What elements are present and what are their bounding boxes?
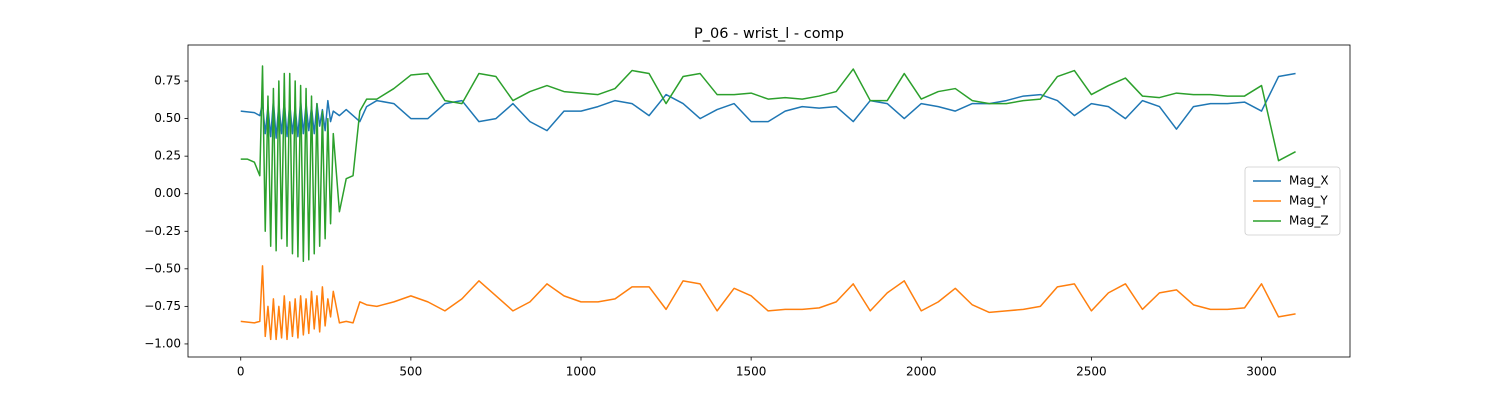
series-line [240, 265, 1296, 341]
chart-title: P_06 - wrist_l - comp [694, 26, 844, 42]
legend-label: Mag_X [1289, 174, 1329, 188]
y-tick-label: −0.75 [144, 299, 181, 313]
axes-frame [187, 44, 1351, 358]
y-tick-label: −0.25 [144, 224, 181, 238]
x-tick-label: 2000 [906, 365, 937, 379]
y-tick-label: 0.00 [154, 186, 181, 200]
series-line [240, 65, 1296, 263]
legend-label: Mag_Y [1289, 194, 1328, 208]
x-tick-label: 1500 [736, 365, 767, 379]
y-tick-label: −1.00 [144, 336, 181, 350]
y-tick-label: 0.75 [154, 74, 181, 88]
x-tick-label: 2500 [1076, 365, 1107, 379]
legend-label: Mag_Z [1289, 214, 1329, 228]
x-tick-label: 500 [399, 365, 422, 379]
x-tick-label: 0 [237, 365, 245, 379]
legend-box [1244, 166, 1341, 236]
series-line [240, 72, 1296, 139]
x-tick-label: 3000 [1246, 365, 1277, 379]
y-tick-label: −0.50 [144, 261, 181, 275]
y-tick-label: 0.50 [154, 111, 181, 125]
y-tick-label: 0.25 [154, 149, 181, 163]
x-tick-label: 1000 [566, 365, 597, 379]
